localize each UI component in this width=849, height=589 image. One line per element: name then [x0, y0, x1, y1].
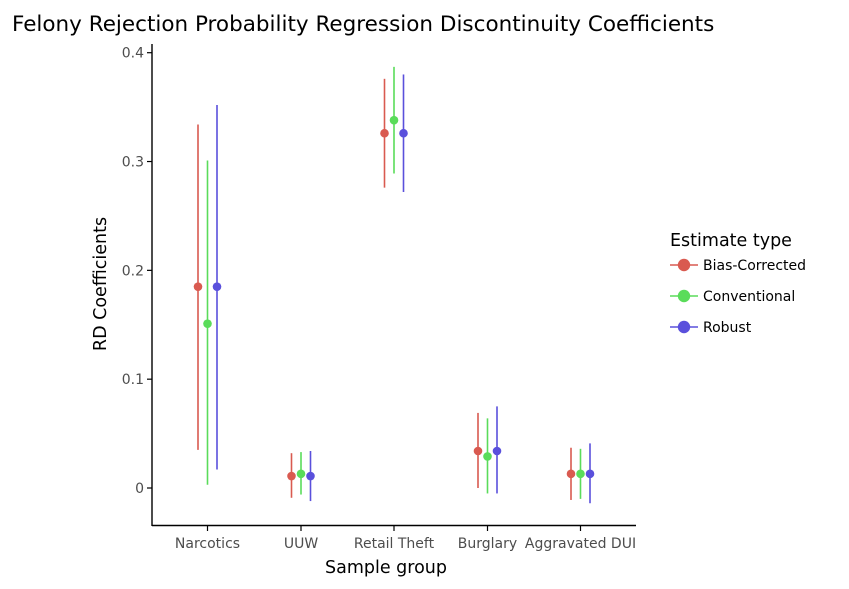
x-ticks: Narcotics UUW Retail Theft Burglary Aggravat…: [175, 526, 636, 552]
plot-area: [193, 66, 595, 504]
y-tick-label: 0: [135, 481, 144, 497]
x-tick-label: Aggravated DUI: [525, 536, 636, 552]
data-point: [296, 469, 306, 479]
legend-point-key: [677, 258, 691, 272]
legend-point-key: [677, 289, 691, 303]
y-tick-label: 0.1: [122, 372, 144, 388]
legend-item: Bias-Corrected: [670, 258, 806, 274]
legend-label: Bias-Corrected: [703, 258, 806, 274]
x-axis-title: Sample group: [325, 558, 447, 578]
chart-title: Felony Rejection Probability Regression …: [12, 12, 714, 37]
x-tick-label: Burglary: [458, 536, 517, 552]
legend-item: Conventional: [670, 289, 795, 305]
data-point: [492, 446, 502, 456]
data-point: [380, 128, 389, 138]
y-axis-title: RD Coefficients: [91, 217, 111, 351]
x-tick-label: Narcotics: [175, 536, 240, 552]
x-tick-label: Retail Theft: [354, 536, 435, 552]
data-point: [203, 319, 212, 328]
y-tick-label: 0.3: [122, 155, 144, 171]
legend-label: Robust: [703, 320, 752, 336]
legend-label: Conventional: [703, 289, 795, 305]
y-tick-label: 0.4: [122, 46, 144, 62]
data-point: [566, 469, 576, 479]
legend: Estimate type Bias-Corrected Conventional…: [670, 231, 806, 336]
legend-point-key: [677, 320, 691, 334]
data-point: [287, 471, 296, 481]
data-point: [212, 282, 222, 291]
y-tick-label: 0.2: [122, 263, 144, 279]
data-point: [193, 282, 203, 291]
data-point: [483, 452, 492, 461]
y-ticks: 0 0.1 0.2 0.3 0.4: [122, 46, 152, 497]
data-point: [389, 115, 399, 125]
x-tick-label: UUW: [284, 536, 318, 552]
data-point: [306, 471, 315, 481]
legend-title: Estimate type: [670, 231, 792, 251]
data-point: [399, 128, 408, 138]
legend-item: Robust: [670, 320, 752, 336]
data-point: [473, 446, 483, 456]
data-point: [585, 469, 595, 479]
data-point: [576, 469, 585, 479]
